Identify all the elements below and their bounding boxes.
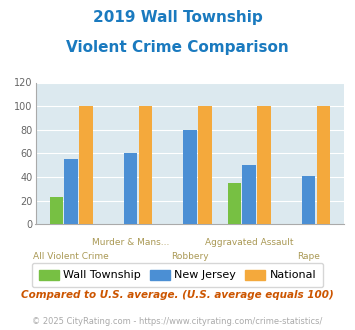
Text: Aggravated Assault: Aggravated Assault [205,238,294,247]
Text: Compared to U.S. average. (U.S. average equals 100): Compared to U.S. average. (U.S. average … [21,290,334,300]
Text: Murder & Mans...: Murder & Mans... [92,238,169,247]
Text: Rape: Rape [297,252,320,261]
Text: Robbery: Robbery [171,252,209,261]
Bar [302,176,316,224]
Bar [124,153,137,224]
Bar [242,165,256,224]
Bar [64,159,78,224]
Bar [198,106,212,224]
Bar [257,106,271,224]
Text: 2019 Wall Township: 2019 Wall Township [93,10,262,25]
Text: © 2025 CityRating.com - https://www.cityrating.com/crime-statistics/: © 2025 CityRating.com - https://www.city… [32,317,323,326]
Bar [50,197,63,224]
Text: Violent Crime Comparison: Violent Crime Comparison [66,40,289,54]
Legend: Wall Township, New Jersey, National: Wall Township, New Jersey, National [32,263,323,287]
Bar [317,106,330,224]
Bar [138,106,152,224]
Bar [228,183,241,224]
Bar [79,106,93,224]
Bar [183,130,197,224]
Text: All Violent Crime: All Violent Crime [33,252,109,261]
